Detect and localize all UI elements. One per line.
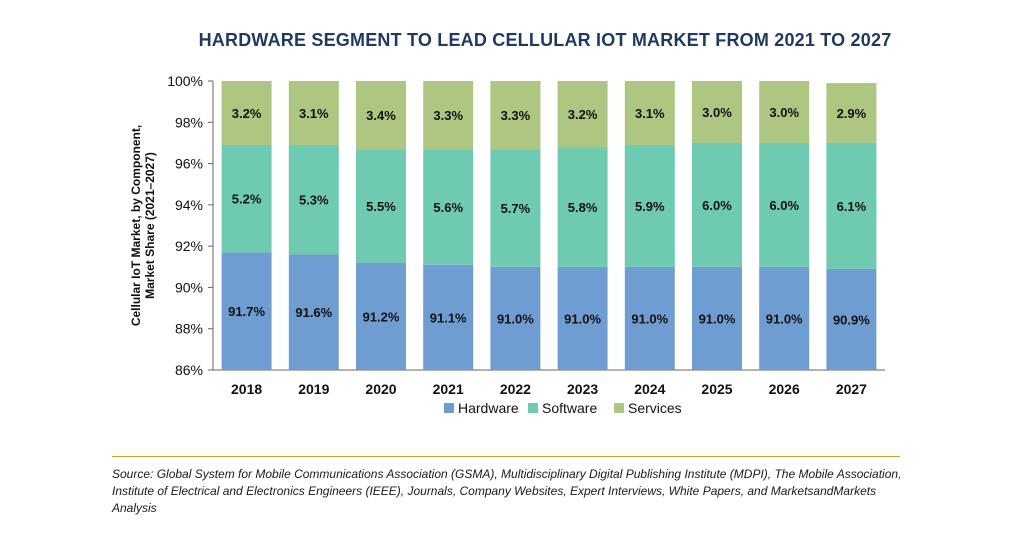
source-divider xyxy=(112,456,900,457)
data-label: 6.1% xyxy=(837,199,867,214)
data-label: 91.0% xyxy=(564,311,601,326)
x-tick-label: 2024 xyxy=(634,381,665,397)
y-tick-label: 86% xyxy=(175,362,203,378)
data-label: 3.0% xyxy=(702,105,732,120)
data-label: 3.3% xyxy=(433,108,463,123)
x-tick-label: 2021 xyxy=(433,381,464,397)
data-label: 6.0% xyxy=(702,198,732,213)
bar-software xyxy=(624,144,675,267)
data-label: 91.6% xyxy=(295,305,332,320)
bar-software xyxy=(490,149,541,267)
source-note: Source: Global System for Mobile Communi… xyxy=(112,467,902,515)
data-label: 3.0% xyxy=(769,105,799,120)
data-label: 5.9% xyxy=(635,199,665,214)
y-tick-label: 88% xyxy=(175,321,203,337)
bar-hardware xyxy=(759,266,810,370)
bar-software xyxy=(759,142,810,267)
x-tick-label: 2018 xyxy=(231,381,262,397)
data-label: 91.0% xyxy=(699,311,736,326)
bar-software xyxy=(356,149,406,263)
bar-software xyxy=(826,142,877,269)
data-label: 5.5% xyxy=(366,199,396,214)
legend-swatch-software xyxy=(528,403,538,413)
y-axis-title-line: Cellular IoT Market, by Component, xyxy=(129,125,143,326)
bar-services xyxy=(826,83,877,143)
data-label: 3.2% xyxy=(232,106,262,121)
data-label: 5.3% xyxy=(299,193,329,208)
bar-services xyxy=(490,81,541,150)
bar-software xyxy=(692,142,742,267)
x-tick-label: 2026 xyxy=(769,381,800,397)
data-label: 91.7% xyxy=(228,304,265,319)
legend-swatch-hardware xyxy=(444,403,454,413)
legend-swatch-services xyxy=(614,403,624,413)
y-tick-label: 90% xyxy=(175,279,203,295)
data-label: 3.3% xyxy=(501,108,531,123)
data-label: 3.1% xyxy=(299,106,329,121)
data-label: 91.0% xyxy=(631,311,668,326)
data-label: 91.0% xyxy=(766,311,803,326)
bar-services xyxy=(221,81,272,145)
bar-hardware xyxy=(288,254,339,370)
bar-services xyxy=(423,81,474,150)
x-tick-label: 2027 xyxy=(836,381,867,397)
y-axis-title: Cellular IoT Market, by Component,Market… xyxy=(129,125,157,326)
stacked-bar-chart: 86% 88% 90% 92% 94% 96% 98% 100% Cellular IoT Ma… xyxy=(129,73,885,416)
legend-label-software: Software xyxy=(542,400,597,416)
y-tick-label: 98% xyxy=(175,114,203,130)
bar-hardware xyxy=(423,264,474,370)
x-tick-label: 2020 xyxy=(365,381,396,397)
bar-software xyxy=(221,144,272,253)
data-label: 5.6% xyxy=(433,200,463,215)
data-label: 90.9% xyxy=(833,312,870,327)
y-tick-label: 94% xyxy=(175,197,203,213)
bar-services xyxy=(759,81,810,143)
bar-hardware xyxy=(221,252,272,370)
bar-services xyxy=(557,81,608,148)
data-label: 91.0% xyxy=(497,311,534,326)
bar-hardware xyxy=(557,266,608,370)
bar-hardware xyxy=(356,262,406,370)
y-tick-label: 92% xyxy=(175,238,203,254)
data-label: 5.7% xyxy=(501,201,531,216)
bar-hardware xyxy=(826,268,877,370)
bar-hardware xyxy=(624,266,675,370)
y-axis-title-line: Market Share (2021–2027) xyxy=(143,152,157,299)
x-tick-label: 2025 xyxy=(701,381,732,397)
data-label: 2.9% xyxy=(837,106,867,121)
data-label: 3.4% xyxy=(366,108,396,123)
bar-software xyxy=(557,147,608,267)
data-label: 3.1% xyxy=(635,106,665,121)
x-tick-label: 2023 xyxy=(567,381,598,397)
data-label: 5.2% xyxy=(232,192,262,207)
data-label: 91.2% xyxy=(363,309,400,324)
data-label: 3.2% xyxy=(568,107,598,122)
bar-hardware xyxy=(692,266,742,370)
x-tick-label: 2022 xyxy=(500,381,531,397)
bar-services xyxy=(356,81,406,150)
bar-hardware xyxy=(490,266,541,370)
bar-services xyxy=(692,81,742,143)
data-label: 5.8% xyxy=(568,200,598,215)
bar-services xyxy=(288,81,339,145)
data-label: 91.1% xyxy=(430,310,467,325)
legend-label-hardware: Hardware xyxy=(458,400,519,416)
bar-services xyxy=(624,81,675,145)
bar-software xyxy=(288,144,339,255)
y-tick-label: 100% xyxy=(167,73,203,89)
y-tick-label: 96% xyxy=(175,156,203,172)
bar-software xyxy=(423,149,474,265)
x-tick-label: 2019 xyxy=(298,381,329,397)
data-label: 6.0% xyxy=(769,198,799,213)
chart-title: HARDWARE SEGMENT TO LEAD CELLULAR IOT MA… xyxy=(198,30,892,50)
legend-label-services: Services xyxy=(628,400,682,416)
